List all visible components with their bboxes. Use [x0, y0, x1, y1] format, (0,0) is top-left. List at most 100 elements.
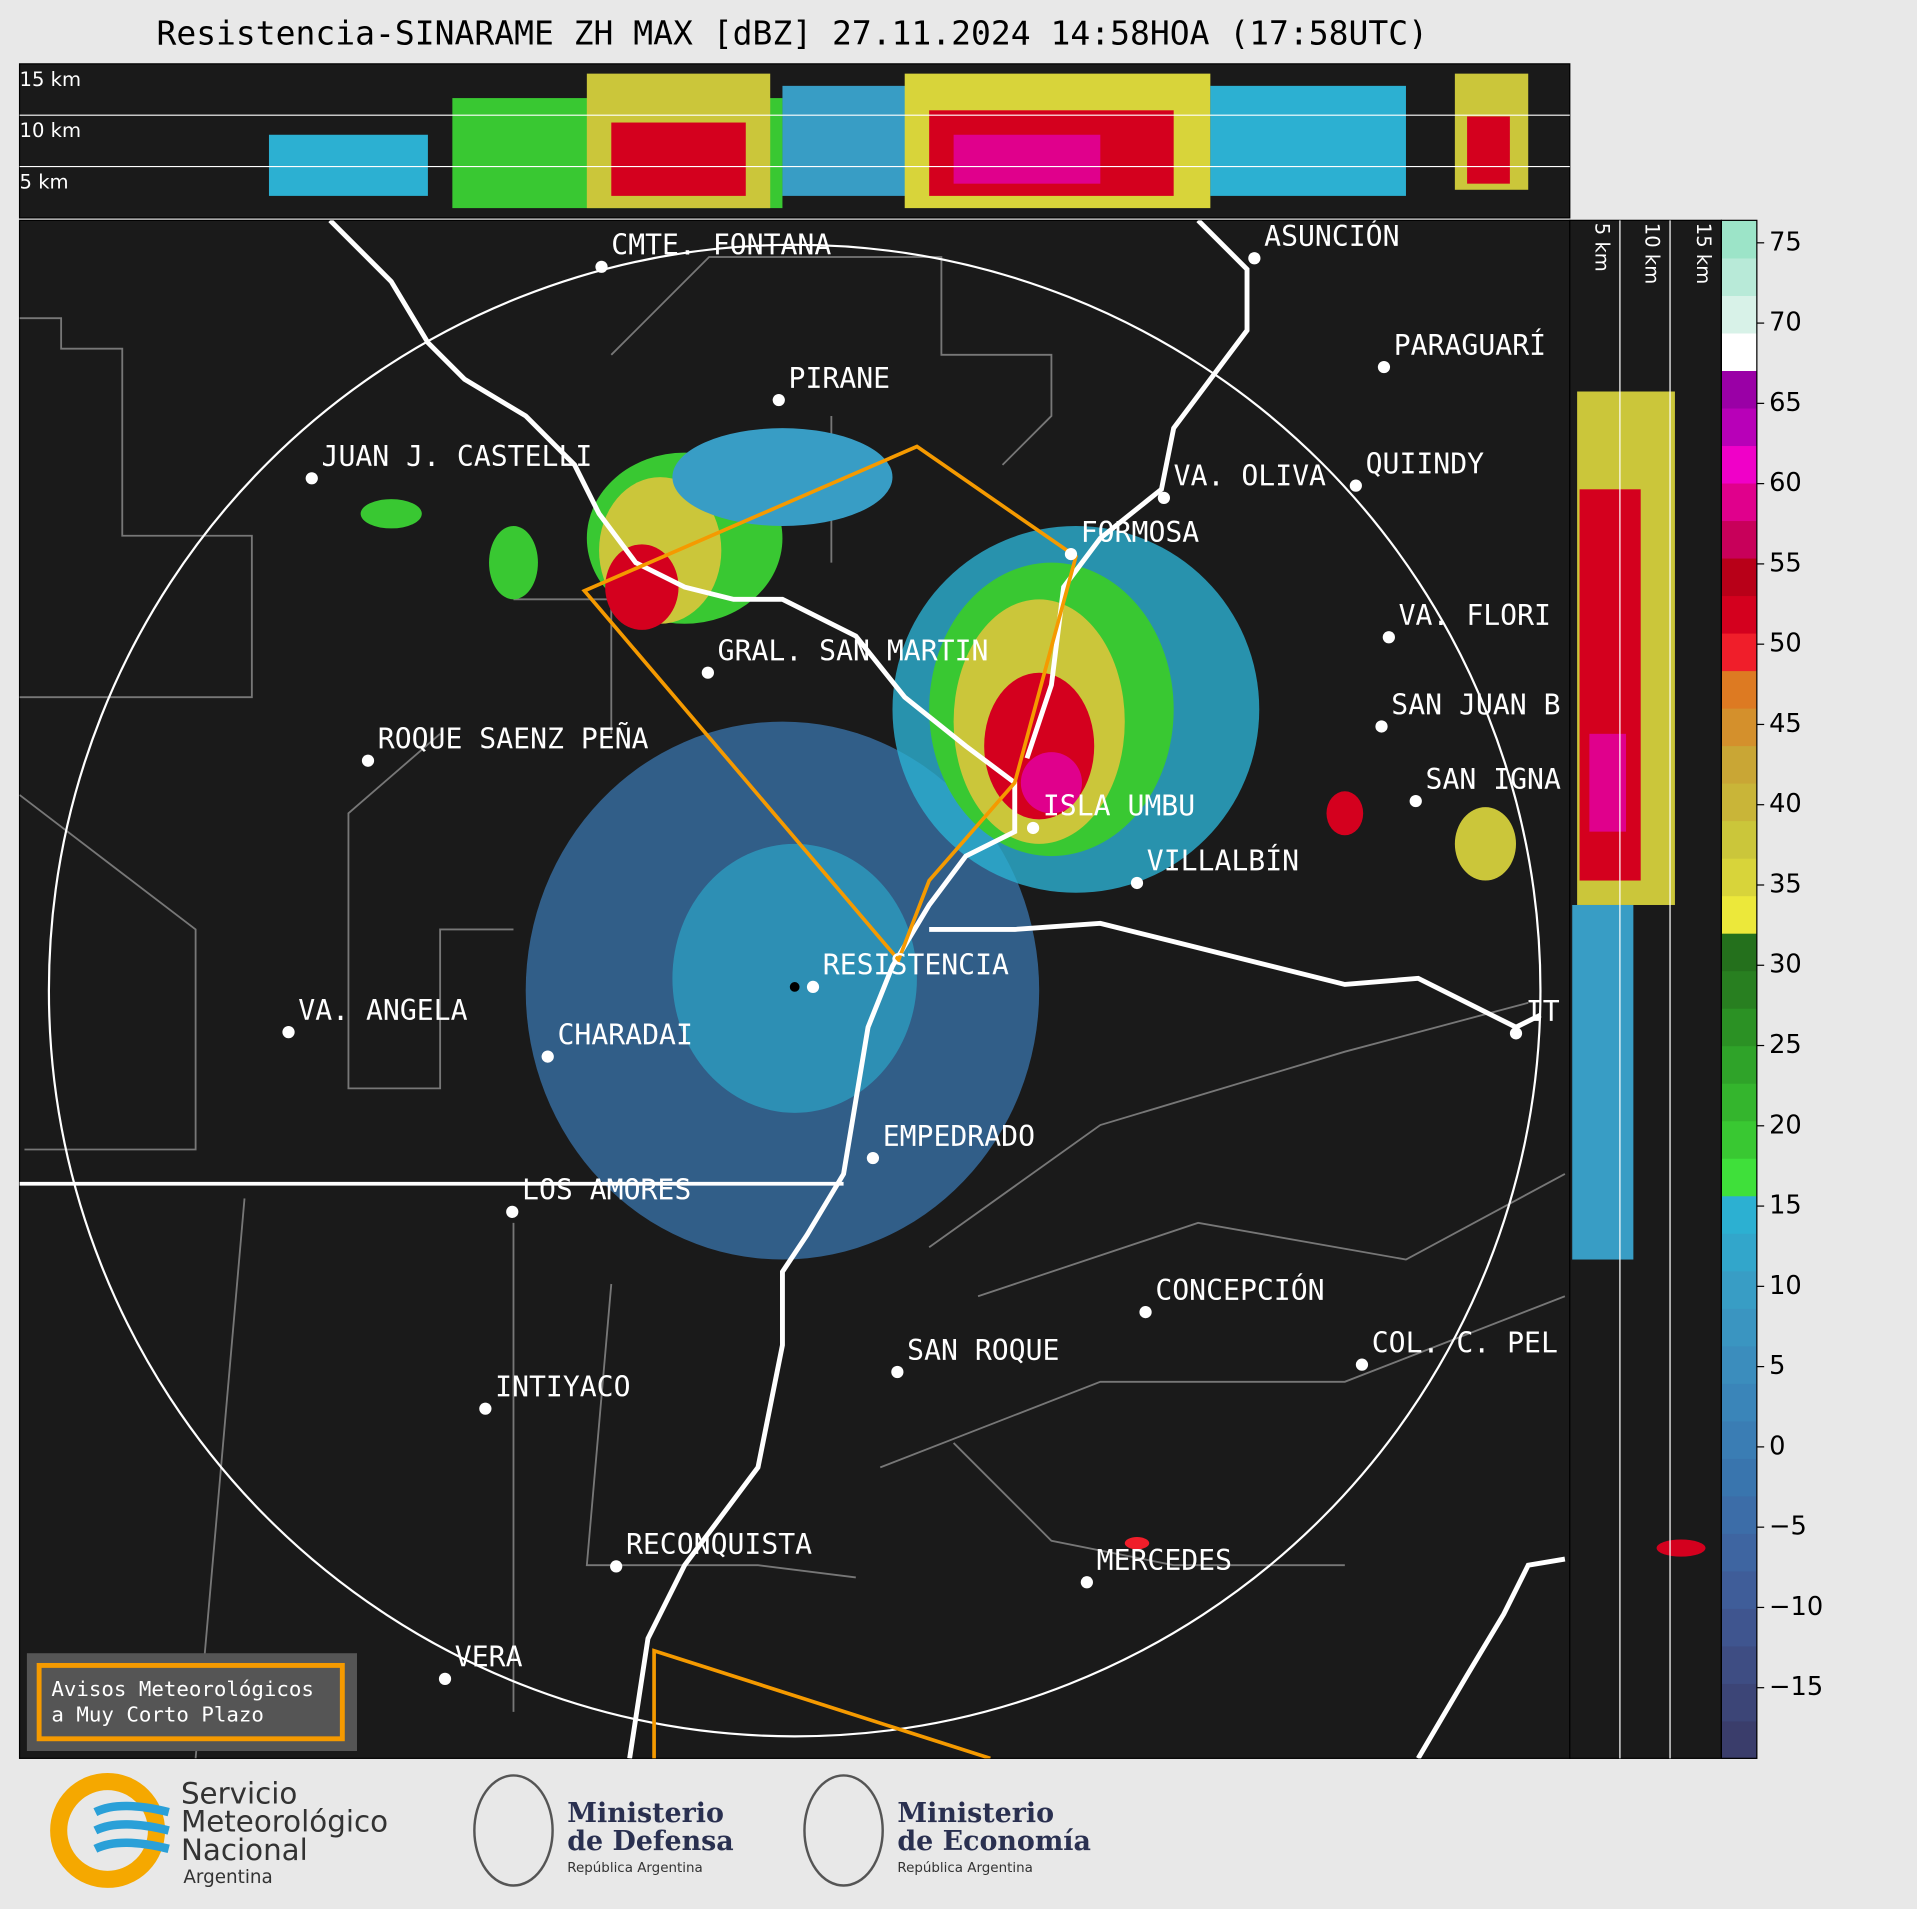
- color-band: [1721, 557, 1757, 597]
- place-dot: [506, 1205, 519, 1218]
- place-dot: [610, 1560, 623, 1573]
- place-label: RESISTENCIA: [823, 949, 1009, 982]
- place-dot: [1382, 631, 1395, 644]
- warning-text: Avisos Meteorológicos: [51, 1677, 314, 1701]
- color-band: [1721, 332, 1757, 372]
- footer-text: República Argentina: [567, 1860, 702, 1876]
- warning-area: [652, 1648, 991, 1759]
- tick-label: 30: [1769, 950, 1802, 980]
- color-band: [1721, 895, 1757, 934]
- footer-text: de Economía: [897, 1826, 1091, 1857]
- color-band: [1721, 970, 1757, 1009]
- footer-text: Nacional: [181, 1833, 308, 1867]
- echo: [953, 134, 1101, 184]
- place-label: JUAN J. CASTELLI: [322, 440, 593, 473]
- place-dot: [1355, 1358, 1369, 1371]
- warning-box: [26, 1653, 357, 1752]
- coat-of-arms: [473, 1774, 554, 1887]
- echo: [489, 525, 538, 600]
- place-dot: [438, 1672, 452, 1685]
- tick-label: 35: [1769, 869, 1802, 899]
- place-dot: [1130, 876, 1144, 890]
- place-label: LOS AMORES: [522, 1174, 691, 1207]
- place-label: RECONQUISTA: [626, 1528, 812, 1561]
- place-dot: [1080, 1576, 1093, 1589]
- place-label: SAN IGNA: [1426, 763, 1561, 796]
- tick-label: 25: [1769, 1030, 1802, 1060]
- place-dot: [1409, 794, 1422, 808]
- place-label: VERA: [455, 1641, 523, 1674]
- tick-label: 0: [1769, 1431, 1785, 1461]
- river: [1416, 1556, 1566, 1759]
- place-label: VA. OLIVA: [1174, 460, 1326, 493]
- title: Resistencia-SINARAME ZH MAX [dBZ] 27.11.…: [156, 13, 1428, 52]
- color-band: [1721, 1083, 1757, 1122]
- color-band: [1721, 520, 1757, 559]
- place-label: VA. FLORI: [1399, 599, 1551, 632]
- color-band: [1721, 482, 1757, 522]
- warning-area: [581, 444, 1078, 964]
- place-dot: [1157, 491, 1171, 504]
- color-band: [1721, 858, 1757, 897]
- color-band: [1721, 632, 1757, 672]
- warning-box-frame: [36, 1662, 345, 1742]
- color-band: [1721, 708, 1757, 747]
- color-band: [1721, 595, 1757, 634]
- tick-label: −5: [1769, 1512, 1807, 1542]
- place-dot: [361, 754, 375, 767]
- tick-label: 40: [1769, 789, 1802, 819]
- place-label: VA. ANGELA: [298, 994, 467, 1027]
- river: [929, 920, 1542, 1030]
- color-band: [1721, 745, 1757, 784]
- footer-text: Servicio: [181, 1777, 297, 1811]
- place-dot: [595, 260, 608, 273]
- side-echoes: [1572, 391, 1706, 1557]
- color-band: [1721, 220, 1757, 259]
- range-ring: [47, 243, 1542, 1738]
- echo: [1124, 1537, 1150, 1550]
- radar-site: [789, 982, 800, 992]
- height-label: 15 km: [20, 68, 81, 91]
- height-label: 10 km: [20, 119, 81, 142]
- color-band: [1721, 1458, 1757, 1497]
- color-band: [1721, 1420, 1757, 1459]
- footer-text: Meteorológico: [181, 1805, 388, 1839]
- color-band: [1721, 257, 1757, 296]
- place-dot: [701, 666, 714, 679]
- color-band: [1721, 445, 1757, 484]
- border: [19, 317, 253, 699]
- place-dot: [479, 1402, 492, 1415]
- place-dot: [305, 472, 318, 485]
- tick-label: 50: [1769, 629, 1802, 659]
- place-dot: [1509, 1027, 1523, 1040]
- color-band: [1721, 1158, 1757, 1197]
- place-label: EMPEDRADO: [883, 1120, 1035, 1153]
- colorbar-frame: [1720, 219, 1758, 1759]
- smn-logo-waves: [93, 1801, 170, 1853]
- tick-label: 65: [1769, 388, 1802, 418]
- echo: [1326, 791, 1364, 836]
- echo: [268, 134, 428, 196]
- color-band: [1721, 1645, 1757, 1684]
- echo: [1656, 1539, 1706, 1557]
- border: [19, 733, 514, 1151]
- tick-label: −10: [1769, 1592, 1823, 1622]
- place-label: FORMOSA: [1081, 516, 1200, 549]
- place-dot: [282, 1026, 295, 1039]
- place-label: SAN JUAN B: [1391, 688, 1560, 721]
- place-label: IT: [1526, 995, 1560, 1028]
- color-band: [1721, 1383, 1757, 1422]
- color-band: [1721, 1270, 1757, 1309]
- color-band: [1721, 820, 1757, 859]
- tick-label: 75: [1769, 227, 1802, 257]
- place-dot: [891, 1365, 904, 1379]
- place-label: SAN ROQUE: [907, 1334, 1059, 1367]
- color-band: [1721, 1308, 1757, 1347]
- place-label: ISLA UMBU: [1043, 790, 1195, 823]
- color-band: [1721, 1120, 1757, 1159]
- height-label: 5 km: [1590, 223, 1613, 272]
- place-label: INTIYACO: [495, 1370, 630, 1403]
- color-band: [1721, 1045, 1757, 1084]
